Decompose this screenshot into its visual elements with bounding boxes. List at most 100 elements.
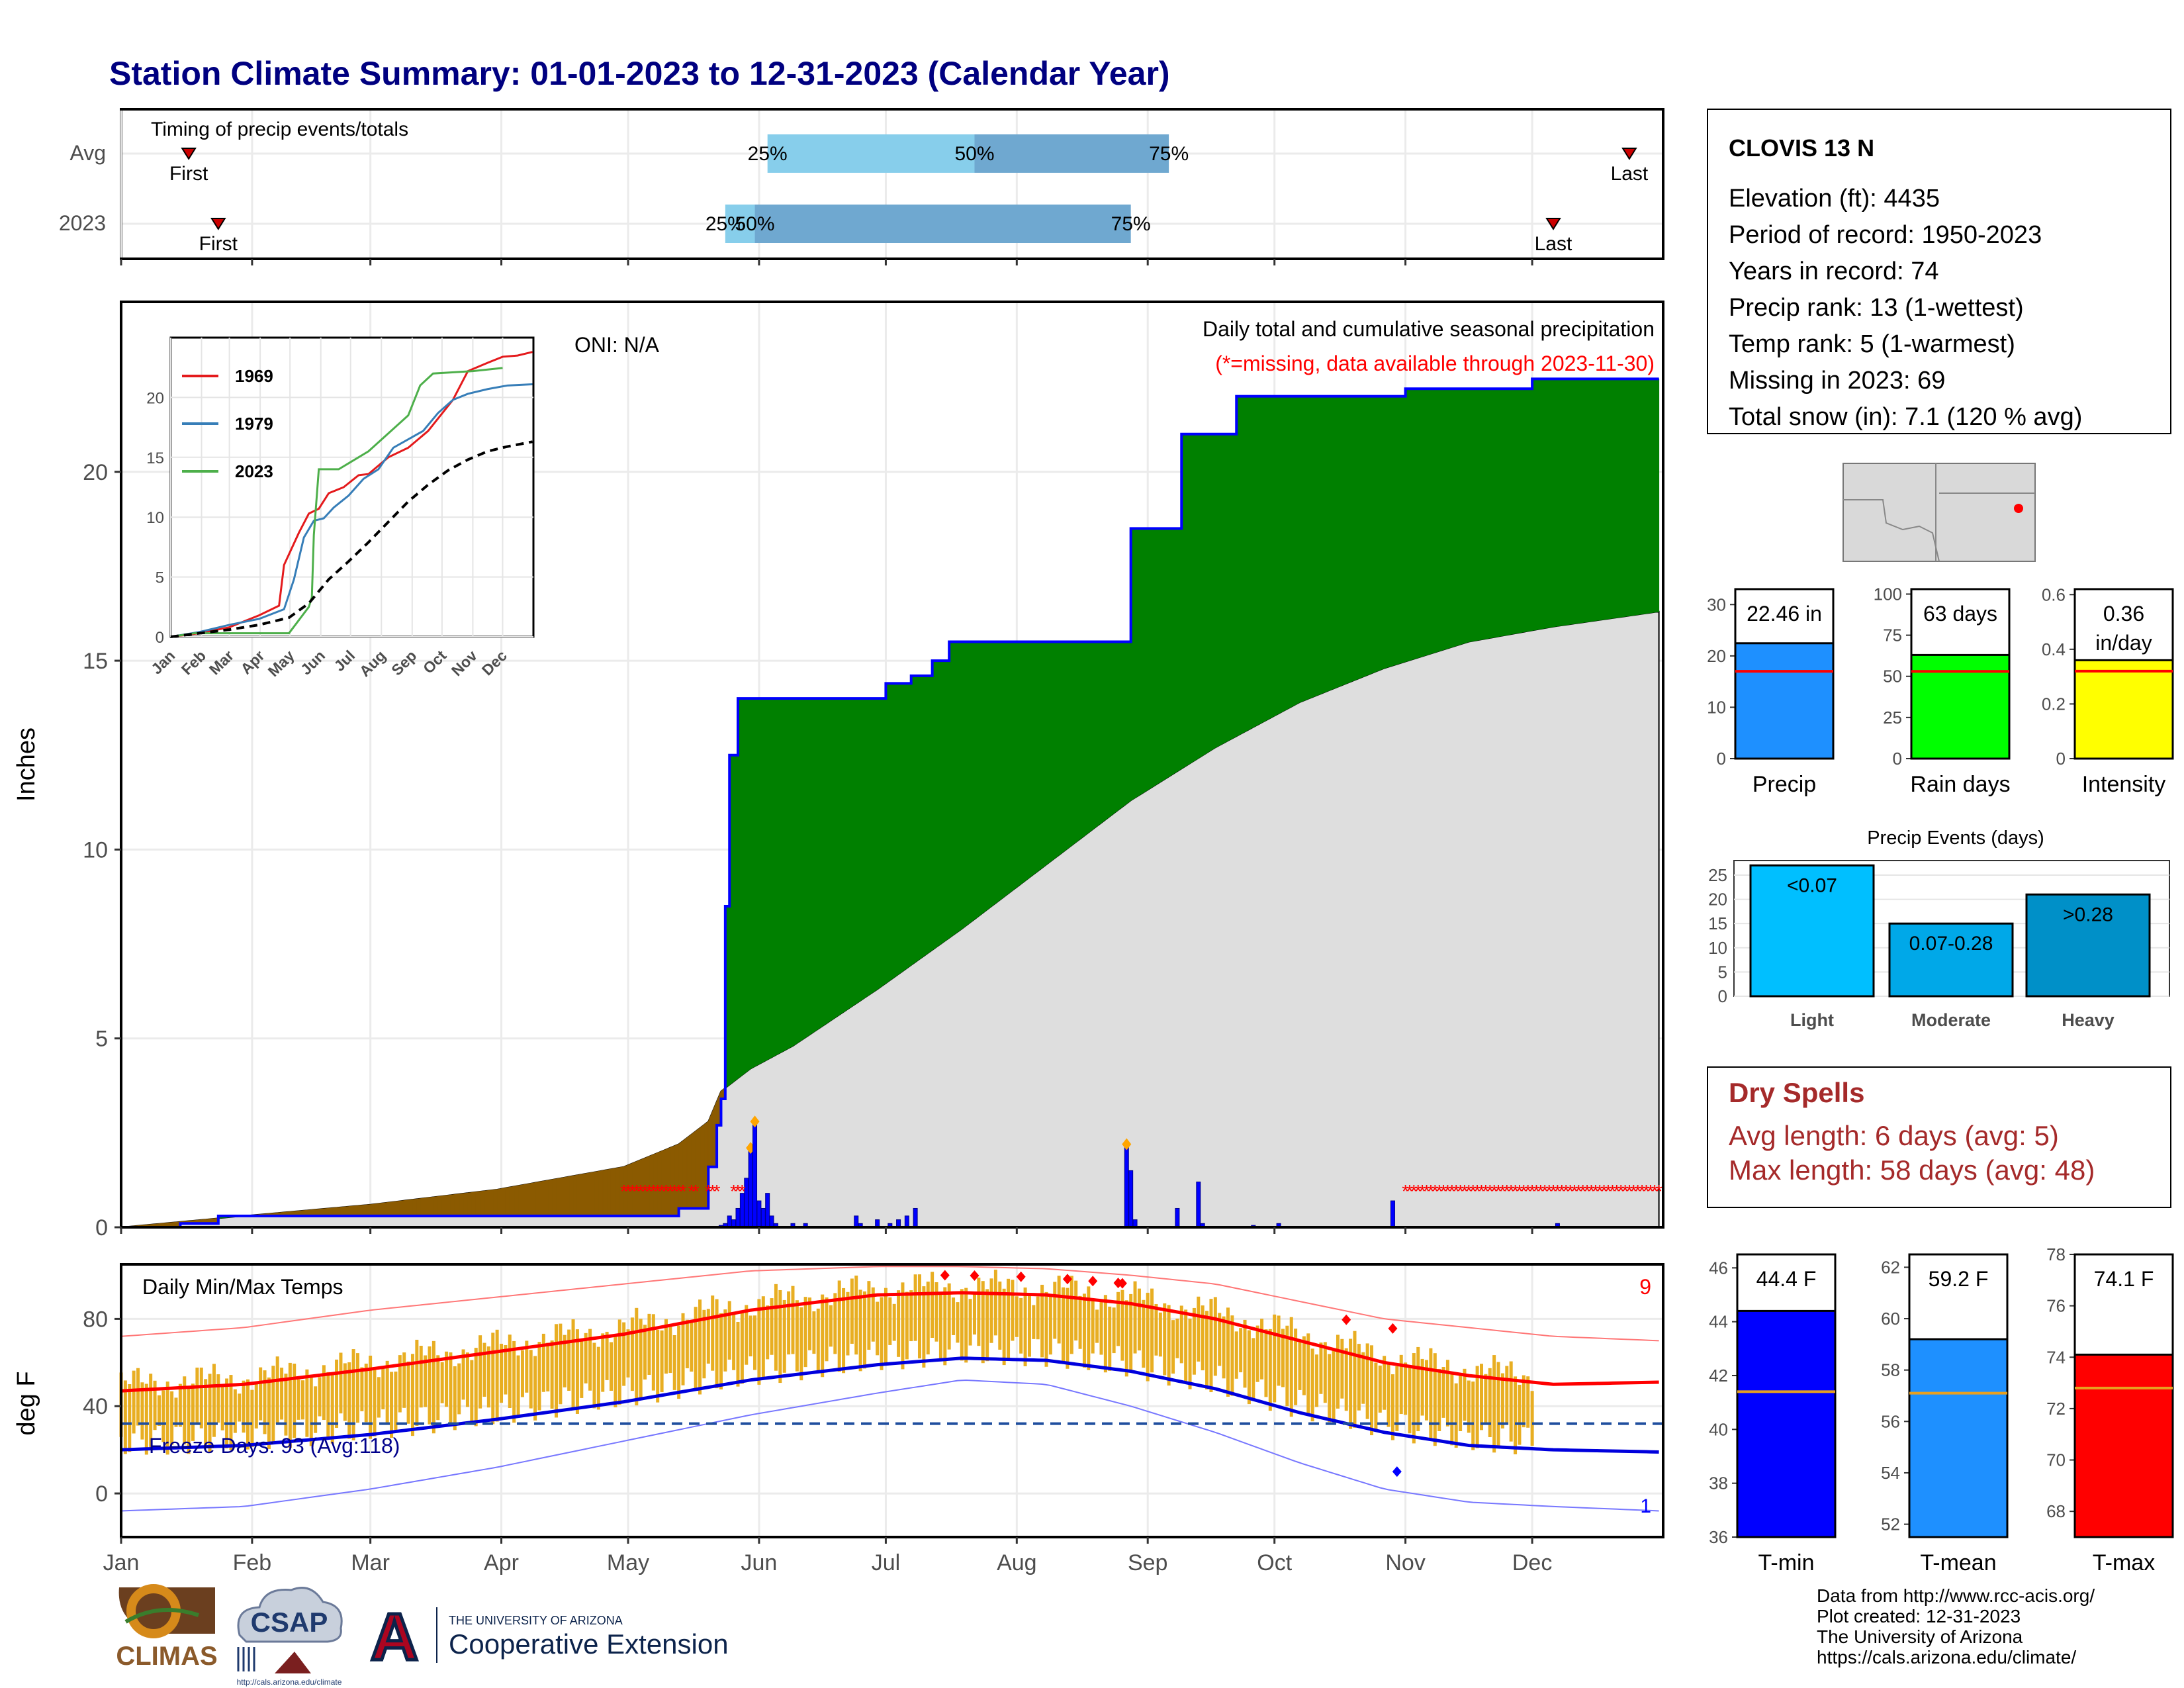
daily-temp-range [424,1355,428,1407]
departure-segment [1088,641,1093,833]
missing-day-marker: * [1596,1181,1604,1201]
events-bar-light [1749,864,1875,998]
missing-day-marker: * [659,1181,666,1201]
departure-segment [1396,396,1402,665]
daily-temp-range [1425,1360,1429,1421]
daily-temp-range [1390,1374,1394,1440]
station-info-line: Temp rank: 5 (1-warmest) [1729,330,2015,358]
daily-temp-range [339,1352,343,1414]
departure-segment [1303,396,1309,702]
daily-temp-range [428,1346,432,1425]
departure-segment [488,1190,494,1217]
departure-segment [344,1206,350,1217]
daily-temp-range [672,1335,676,1390]
departure-segment [353,1205,358,1217]
missing-day-marker: * [1570,1181,1578,1201]
departure-segment [915,675,920,963]
daily-temp-range [1175,1319,1179,1358]
departure-segment [856,698,861,1004]
daily-temp-range [1099,1300,1103,1355]
daily-temp-range [1078,1295,1082,1349]
daily-temp-range [541,1333,545,1392]
missing-day-marker: * [1554,1181,1561,1201]
daily-temp-range [1459,1374,1463,1432]
daily-temp-range [512,1340,516,1423]
departure-segment [1561,378,1567,626]
timing-row-avg-label: Avg [69,141,106,165]
daily-temp-range [993,1270,997,1336]
daily-temp-range [1036,1296,1040,1340]
missing-day-marker: * [1647,1181,1654,1201]
departure-segment [1206,434,1212,754]
temp-summary-ytick-label: 62 [1881,1257,1900,1277]
departure-segment [514,1185,519,1217]
ua-top-line: THE UNIVERSITY OF ARIZONA [449,1614,623,1627]
departure-segment [961,641,967,930]
departure-segment [1629,378,1634,616]
daily-temp-range [694,1307,698,1389]
daily-temp-range [347,1362,351,1439]
departure-segment [1202,434,1208,757]
summary-value-unit-intensity: in/day [2095,631,2152,655]
departure-segment [1164,528,1169,780]
departure-segment [822,698,827,1027]
daily-temp-range [1509,1361,1513,1442]
departure-segment [851,698,857,1008]
missing-day-marker: * [1630,1181,1637,1201]
departure-segment [1105,641,1111,821]
missing-day-marker: * [1617,1181,1625,1201]
daily-temp-range [314,1386,318,1433]
daily-temp-range [128,1383,132,1452]
station-info-line: Years in record: 74 [1729,258,1939,285]
missing-day-marker: * [1486,1181,1494,1201]
daily-temp-range [757,1299,761,1385]
xtick-label-may: May [607,1550,649,1575]
missing-day-marker: * [645,1181,653,1201]
departure-segment [1473,388,1478,642]
departure-segment [1083,641,1089,837]
missing-day-marker: * [675,1181,682,1201]
departure-segment [1392,396,1398,667]
departure-segment [1455,388,1461,647]
daily-temp-range [1048,1296,1052,1355]
daily-temp-range [1505,1366,1509,1425]
record-high-marker [1117,1278,1127,1289]
xtick-label-feb: Feb [233,1550,272,1575]
departure-segment [1147,528,1153,791]
missing-day-marker: * [1600,1181,1608,1201]
inset-line-2023 [170,367,503,638]
daily-precip-bar [1196,1182,1201,1228]
daily-temp-range [1315,1354,1319,1407]
departure-segment [484,1190,489,1217]
departure-segment [1134,528,1140,799]
departure-segment [1590,378,1596,622]
departure-segment [932,660,937,951]
departure-segment [1210,434,1216,751]
departure-segment [1375,396,1381,673]
summary-value-intensity: 0.36 [2103,602,2144,626]
departure-segment [1384,396,1389,669]
departure-segment [420,1197,426,1217]
departure-segment [1443,388,1448,651]
daily-temp-range [1488,1368,1492,1438]
departure-segment [762,698,768,1062]
precip-events-title: Precip Events (days) [1867,827,2044,849]
departure-segment [1177,528,1182,773]
daily-temp-range [732,1311,736,1370]
daily-temp-range [1264,1329,1268,1397]
daily-temp-range [1218,1313,1222,1366]
daily-temp-range [745,1305,749,1365]
daily-temp-range [550,1340,554,1409]
daily-temp-range [1243,1319,1247,1388]
missing-day-marker: * [637,1181,645,1201]
climas-wordmark: CLIMAS [116,1642,217,1671]
missing-day-marker: * [625,1181,632,1201]
timing-2023-bar-25-50 [725,205,755,243]
daily-temp-range [440,1362,444,1403]
daily-temp-range [651,1314,655,1391]
station-info-line: Period of record: 1950-2023 [1729,221,2042,249]
record-min-line [120,1380,1659,1512]
departure-segment [1185,434,1191,767]
daily-temp-range [719,1313,723,1389]
